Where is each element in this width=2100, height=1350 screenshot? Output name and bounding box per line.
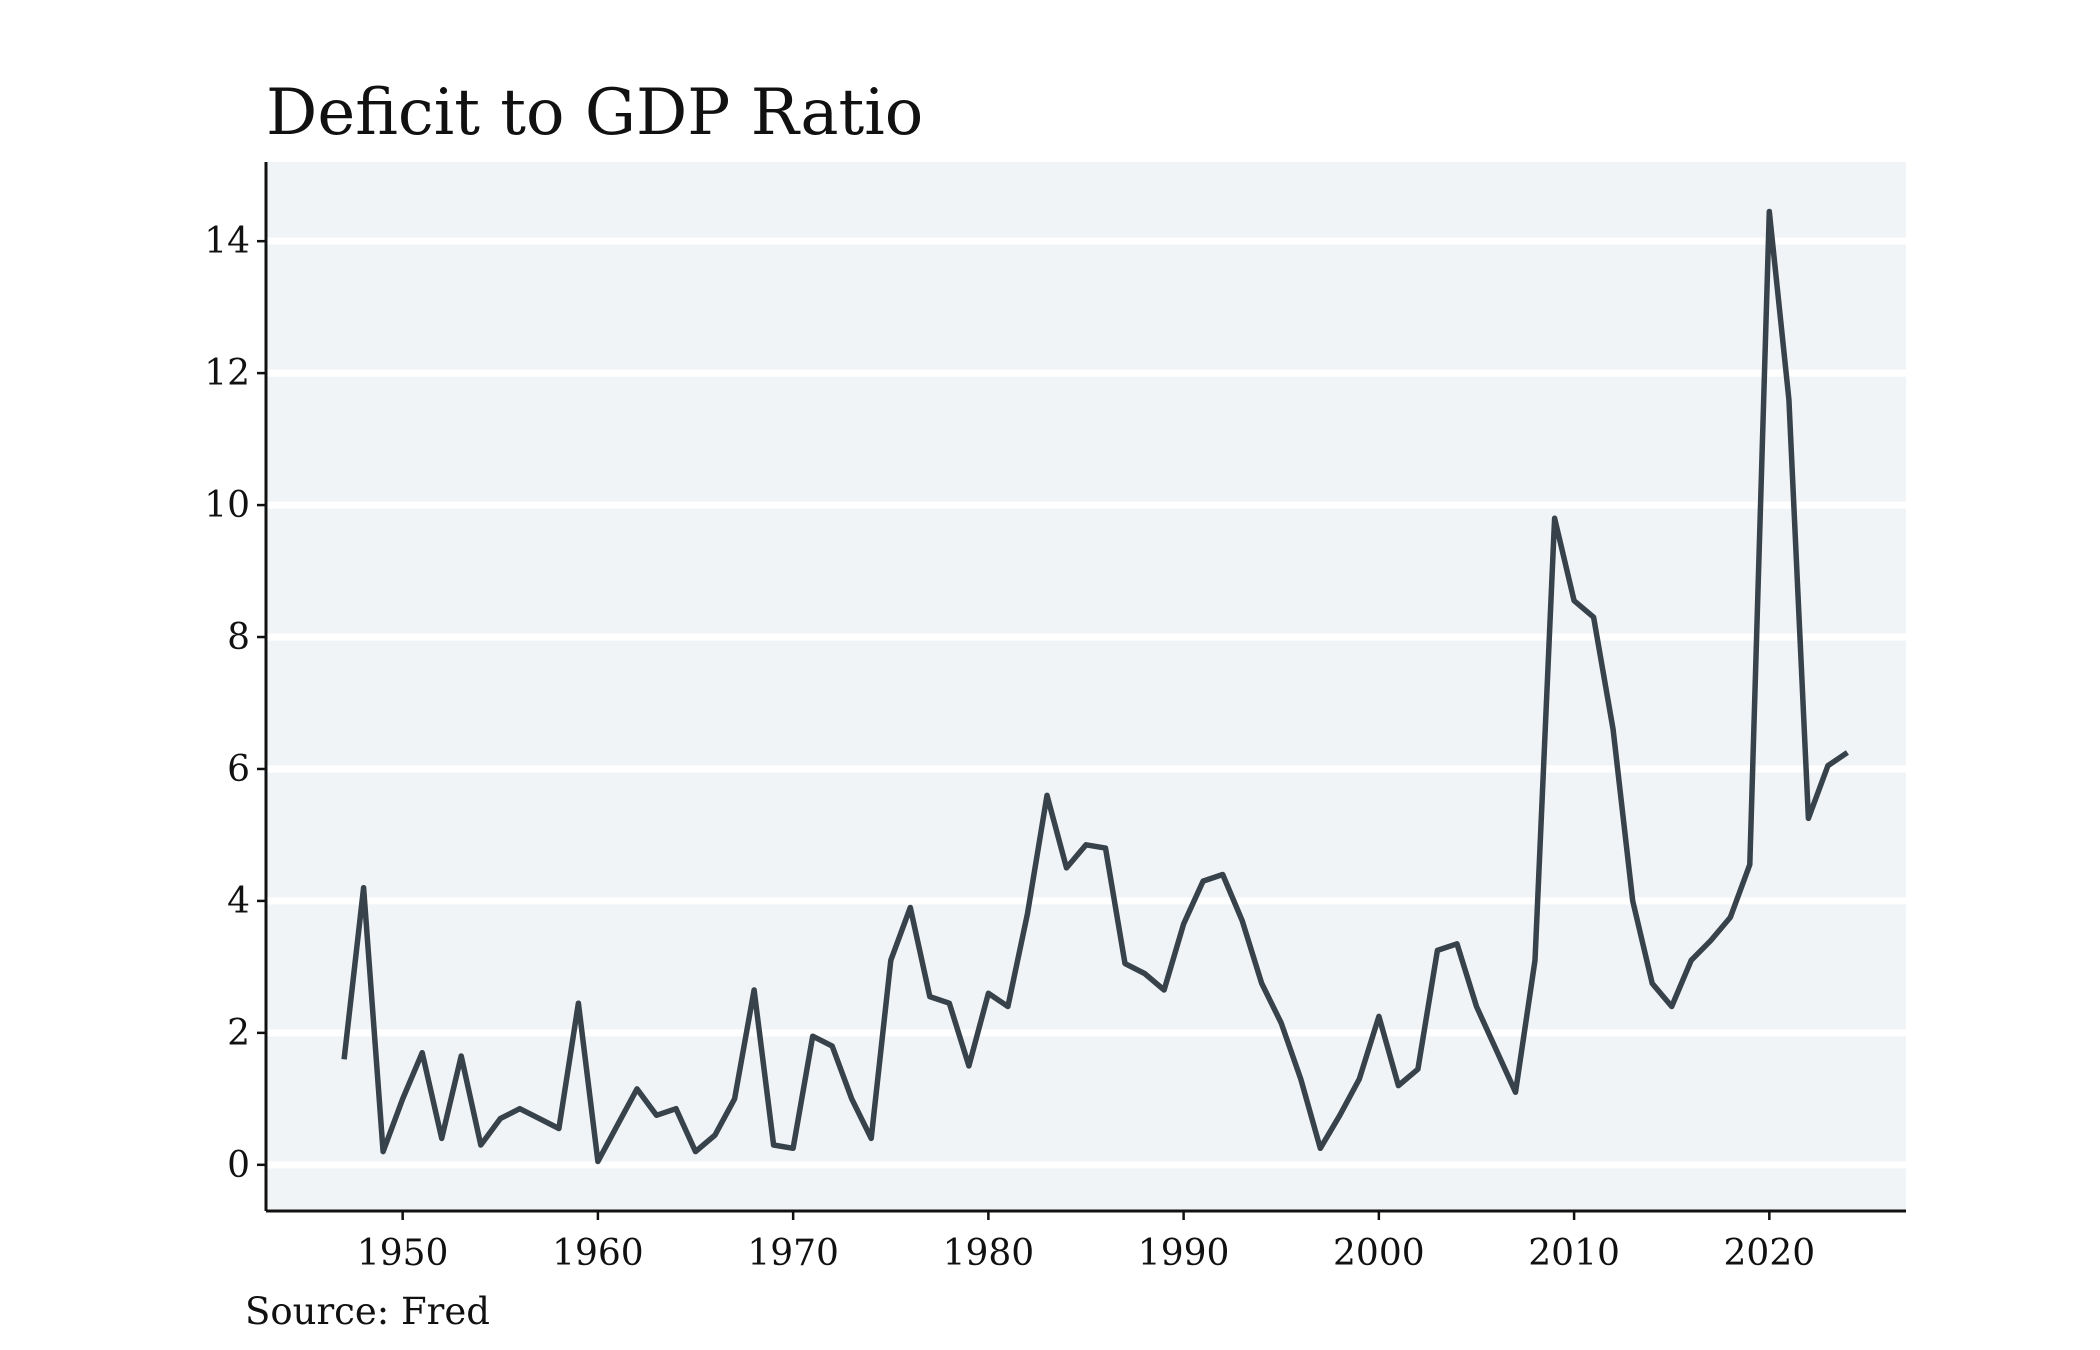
chart-title: Deficit to GDP Ratio <box>266 76 924 150</box>
y-tick-label: 4 <box>227 881 250 922</box>
x-tick-label: 2020 <box>1724 1233 1816 1274</box>
x-tick-label: 2000 <box>1333 1233 1425 1274</box>
y-axis-ticks: 0 2 4 6 8 10 12 14 <box>204 221 266 1186</box>
plot-background <box>266 162 1906 1211</box>
y-tick-label: 6 <box>227 749 250 790</box>
x-tick-label: 1960 <box>552 1233 644 1274</box>
series-line <box>341 208 1849 1165</box>
x-axis-ticks: 1950 1960 1970 1980 1990 2000 2010 2020 <box>357 1211 1815 1274</box>
x-tick-label: 1950 <box>357 1233 449 1274</box>
y-tick-label: 12 <box>204 353 250 394</box>
y-tick-label: 8 <box>227 617 250 658</box>
x-tick-label: 1990 <box>1138 1233 1230 1274</box>
x-tick-label: 1980 <box>943 1233 1035 1274</box>
y-tick-label: 0 <box>227 1145 250 1186</box>
y-tick-label: 2 <box>227 1013 250 1054</box>
y-tick-label: 10 <box>204 485 250 526</box>
gridlines <box>266 237 1906 1169</box>
x-tick-label: 1970 <box>747 1233 839 1274</box>
x-tick-label: 2010 <box>1528 1233 1620 1274</box>
source-note: Source: Fred <box>245 1290 490 1333</box>
y-tick-label: 14 <box>204 221 250 262</box>
